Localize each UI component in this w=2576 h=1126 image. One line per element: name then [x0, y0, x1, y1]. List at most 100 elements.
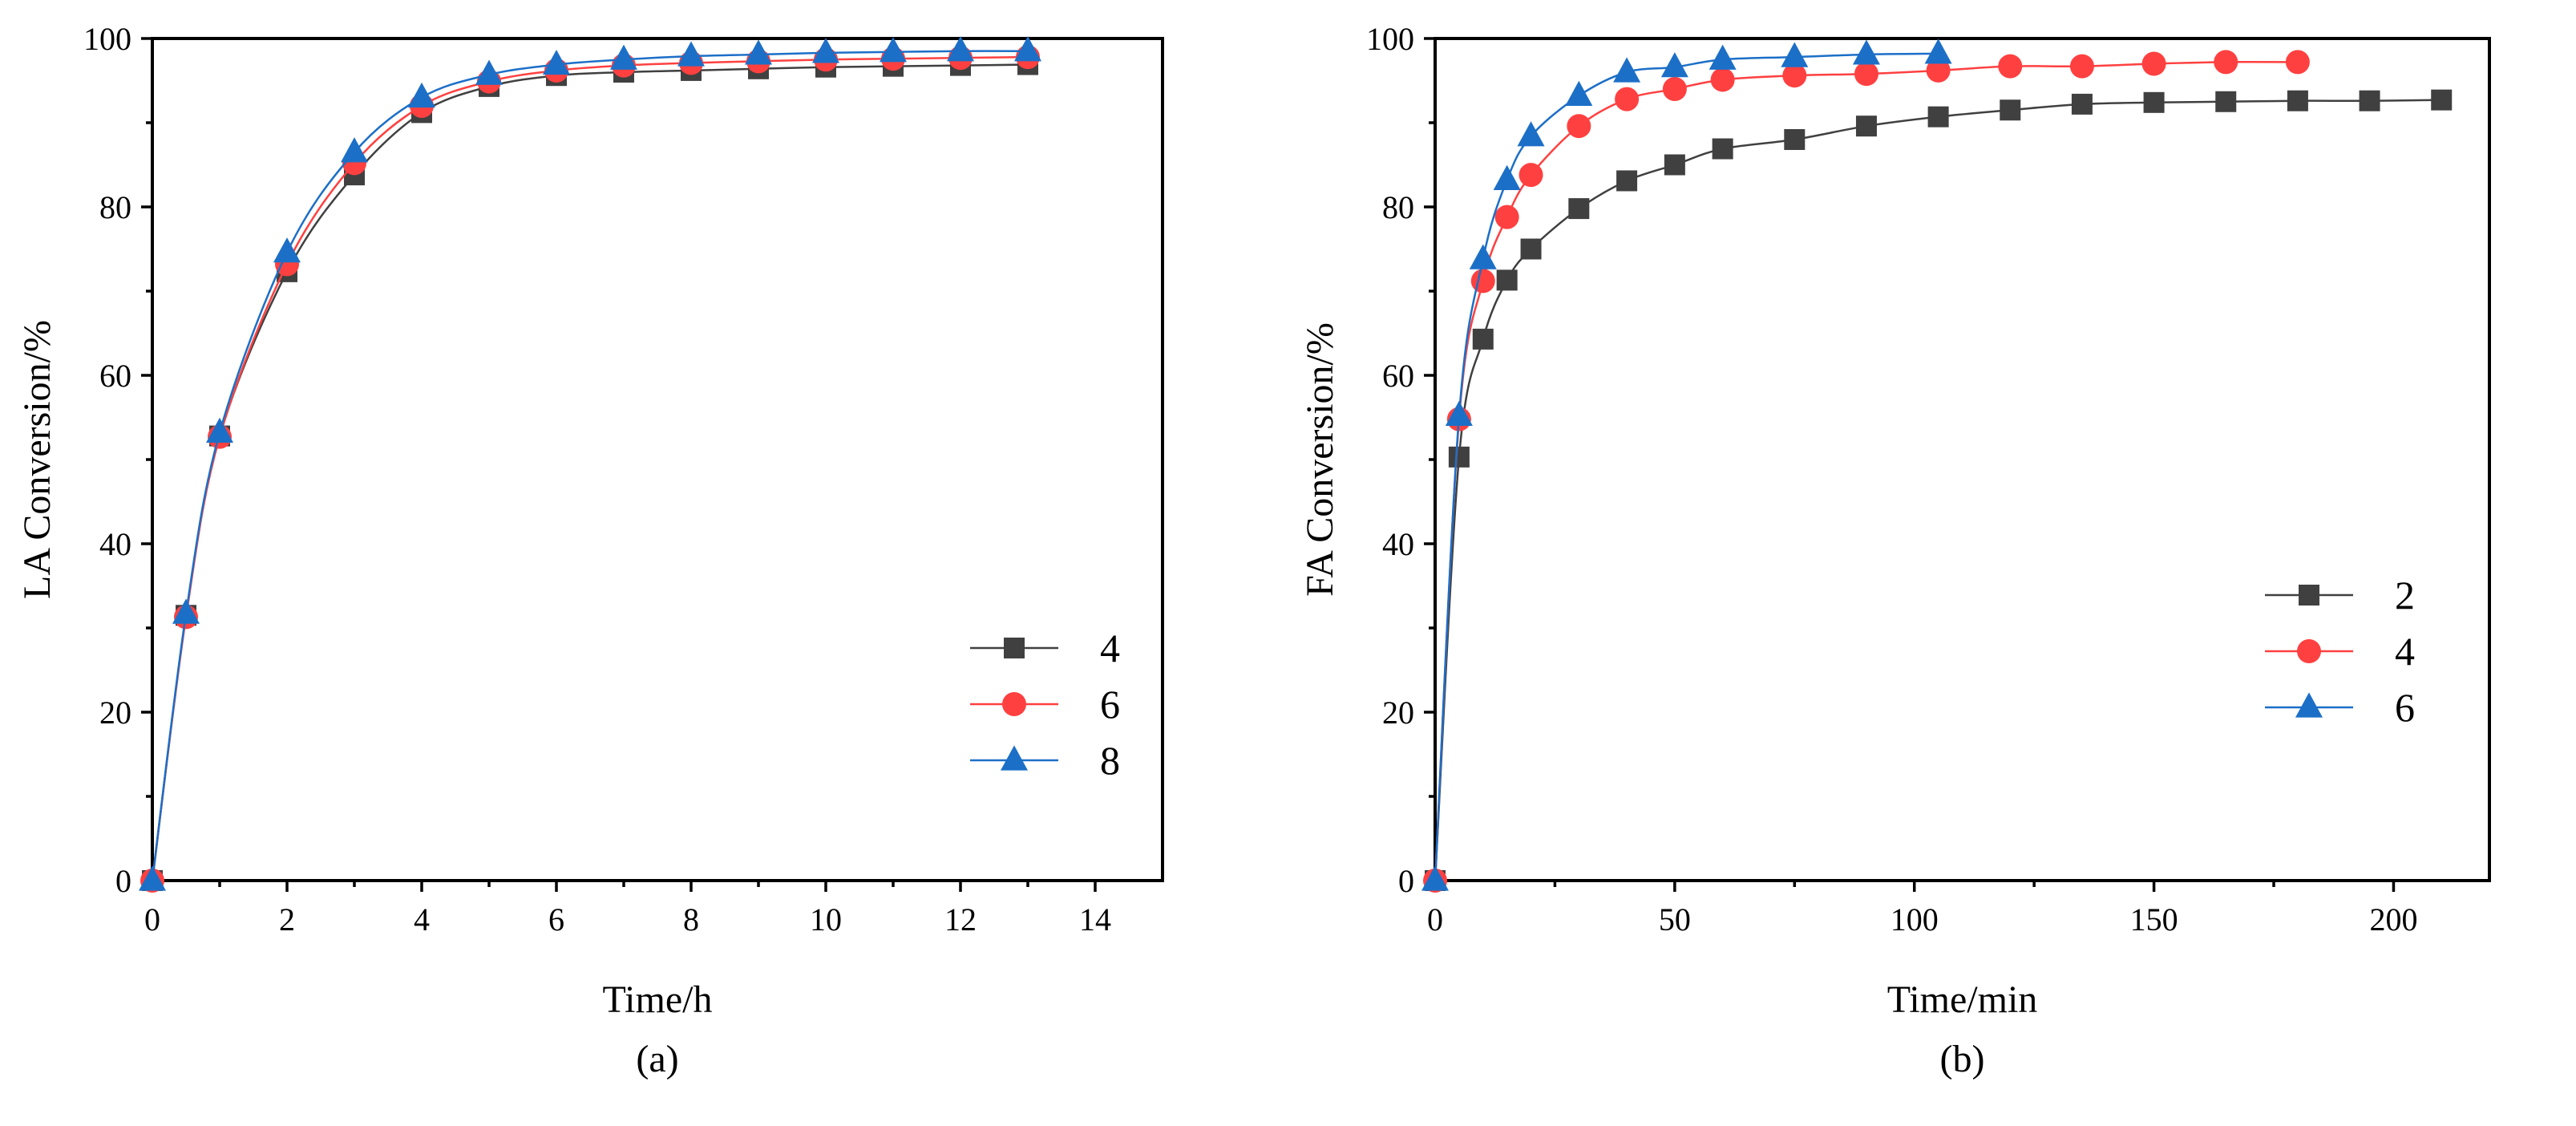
data-point	[1710, 67, 1735, 92]
data-point	[1781, 42, 1809, 67]
legend-label: 6	[1100, 682, 1120, 727]
legend-entry-6: 6	[970, 682, 1120, 727]
data-point	[408, 82, 435, 108]
y-tick-label: 80	[99, 189, 131, 225]
panel-caption: (a)	[636, 1038, 678, 1080]
x-tick-label: 8	[683, 901, 699, 938]
data-point	[1014, 36, 1041, 62]
x-tick-label: 12	[944, 901, 977, 938]
data-point	[1519, 163, 1543, 188]
y-tick-label: 100	[1366, 21, 1414, 57]
data-point	[1494, 205, 1519, 229]
legend-marker	[1002, 692, 1026, 716]
data-point	[1924, 38, 1952, 64]
data-point	[2000, 99, 2021, 121]
legend-label: 4	[2395, 629, 2415, 674]
legend-label: 8	[1100, 738, 1120, 783]
data-point	[2285, 50, 2310, 75]
x-tick-label: 100	[1891, 901, 1939, 938]
plot-frame	[1434, 37, 2491, 882]
series-4	[142, 54, 1038, 891]
legend-entry-4: 4	[2265, 629, 2415, 674]
data-point	[1998, 54, 2023, 79]
data-point	[947, 36, 974, 62]
x-tick-label: 0	[144, 901, 160, 938]
x-axis-title: Time/h	[603, 978, 713, 1021]
data-point	[880, 37, 907, 63]
data-point	[1493, 164, 1521, 190]
data-point	[1852, 39, 1880, 65]
data-point	[1565, 80, 1593, 106]
legend-marker	[1001, 745, 1028, 771]
series-4	[1423, 50, 2310, 893]
panel-a: 0 2 4 6 8 10 12 14 0 20 40 60 80 100 Time/h LA Conversi…	[16, 21, 1164, 1080]
panel-b: 0 50 100 150 200 0 20 40 60 80 100 Time/min FA Conve…	[1299, 21, 2491, 1080]
x-tick-label: 4	[414, 901, 430, 938]
series-6	[1421, 38, 1952, 891]
series-line-8	[151, 50, 1029, 881]
legend-entry-4: 4	[970, 626, 1120, 670]
data-point	[1709, 44, 1737, 70]
y-tick-label: 0	[1398, 863, 1414, 899]
data-point	[1448, 446, 1470, 468]
y-tick-label: 60	[1382, 358, 1414, 394]
data-point	[2287, 90, 2308, 111]
data-point	[475, 59, 503, 85]
data-point	[273, 237, 301, 263]
data-point	[2359, 90, 2380, 111]
y-tick-label: 100	[83, 21, 131, 57]
legend-marker	[2297, 639, 2321, 663]
x-tick-label: 2	[279, 901, 295, 938]
legend-marker	[1004, 638, 1025, 658]
y-tick-label: 20	[99, 695, 131, 731]
data-point	[1854, 62, 1878, 87]
y-tick-label: 20	[1382, 695, 1414, 731]
x-tick-label: 10	[810, 901, 842, 938]
x-tick-label: 150	[2130, 901, 2178, 938]
legend-label: 6	[2395, 685, 2415, 730]
data-point	[677, 41, 705, 67]
panel-caption: (b)	[1940, 1038, 1985, 1080]
y-tick-label: 40	[99, 526, 131, 562]
data-point	[341, 137, 368, 163]
data-point	[1660, 52, 1688, 78]
series-line-6	[151, 55, 1029, 881]
series-line-4	[1434, 60, 2298, 881]
data-point	[812, 38, 839, 63]
data-point	[2143, 91, 2165, 113]
data-point	[610, 44, 637, 70]
legend-entry-8: 8	[970, 738, 1120, 783]
y-tick-label: 60	[99, 358, 131, 394]
legend-marker	[2299, 585, 2319, 606]
data-point	[1926, 58, 1951, 83]
legend-marker	[2295, 692, 2323, 718]
data-point	[1613, 57, 1641, 83]
data-point	[1662, 77, 1687, 101]
data-point	[172, 598, 200, 624]
data-point	[2141, 51, 2166, 76]
data-point	[1855, 115, 1877, 137]
y-axis-title: FA Conversion/%	[1299, 322, 1341, 597]
data-point	[1712, 138, 1733, 160]
series-line-4	[151, 63, 1029, 881]
x-tick-label: 6	[548, 901, 564, 938]
data-point	[1496, 269, 1518, 291]
data-point	[1568, 198, 1590, 220]
y-axis-title: LA Conversion/%	[16, 320, 59, 599]
data-point	[1470, 269, 1495, 294]
x-tick-label: 50	[1659, 901, 1691, 938]
x-axis-title: Time/min	[1887, 978, 2038, 1021]
legend-entry-6: 6	[2265, 685, 2415, 730]
data-point	[543, 49, 570, 75]
data-point	[1616, 170, 1638, 192]
x-tick-label: 0	[1427, 901, 1443, 938]
data-point	[2215, 91, 2237, 112]
data-point	[1927, 106, 1949, 128]
legend-entry-2: 2	[2265, 573, 2415, 618]
series-2	[1425, 89, 2453, 891]
data-point	[1664, 154, 1685, 176]
x-tick-label: 200	[2369, 901, 2417, 938]
data-point	[1520, 238, 1542, 260]
data-point	[2214, 50, 2238, 75]
